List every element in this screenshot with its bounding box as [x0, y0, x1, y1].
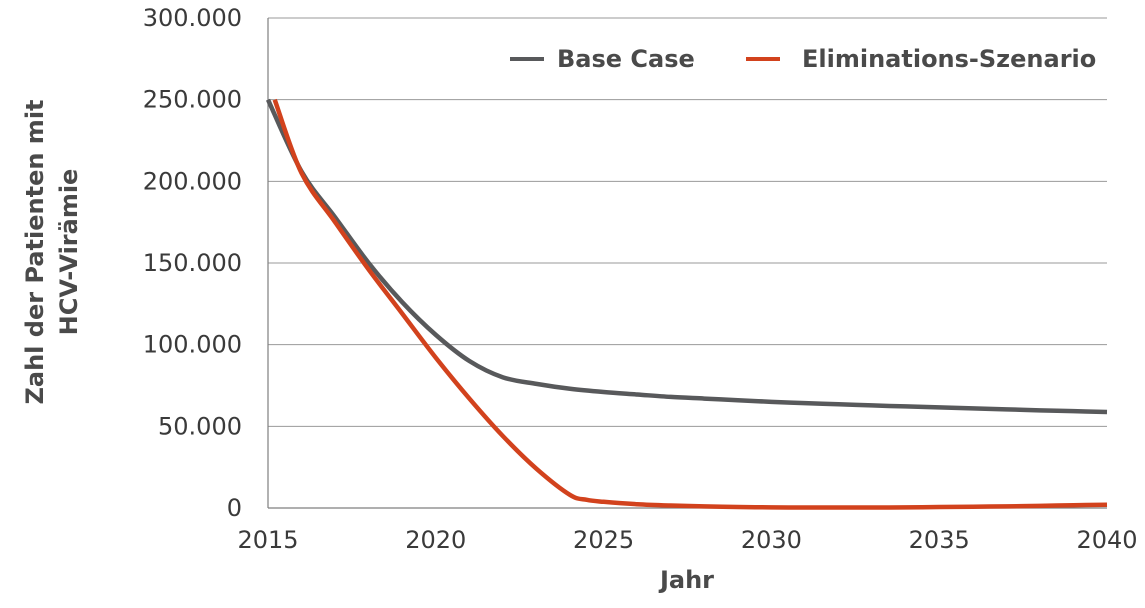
x-tick-label: 2030 — [741, 526, 802, 554]
x-axis-title: Jahr — [658, 566, 714, 594]
legend-label: Eliminations-Szenario — [802, 45, 1096, 73]
y-tick-label: 50.000 — [158, 412, 242, 440]
legend-label: Base Case — [557, 45, 695, 73]
y-tick-label: 200.000 — [143, 167, 242, 195]
x-tick-label: 2040 — [1076, 526, 1137, 554]
grid-lines — [268, 17, 1107, 427]
y-tick-label: 250.000 — [143, 86, 242, 114]
y-axis-title-group: Zahl der Patienten mit HCV-Virämie — [21, 99, 83, 404]
x-axis-title-group: Jahr — [658, 566, 714, 594]
x-tick-label: 2035 — [909, 526, 970, 554]
y-tick-label: 0 — [227, 494, 242, 522]
series-line-1 — [265, 98, 1108, 415]
y-axis-ticks: 0 50.000 100.000 150.000 200.000 250.000 300.0… — [143, 4, 242, 522]
y-axis-title-line-2: HCV-Virämie — [55, 169, 83, 336]
series-line-2 — [272, 98, 1108, 510]
y-axis-title-line-1: Zahl der Patienten mit — [21, 99, 49, 404]
x-tick-label: 2015 — [237, 526, 298, 554]
y-tick-label: 300.000 — [143, 4, 242, 32]
y-tick-label: 100.000 — [143, 331, 242, 359]
series-lines — [265, 98, 1108, 510]
x-axis-ticks: 2015 2020 2025 2030 2035 2040 — [237, 526, 1137, 554]
legend: Base Case Eliminations-Szenario — [510, 45, 1096, 73]
y-tick-label: 150.000 — [143, 249, 242, 277]
x-tick-label: 2025 — [573, 526, 634, 554]
x-tick-label: 2020 — [405, 526, 466, 554]
